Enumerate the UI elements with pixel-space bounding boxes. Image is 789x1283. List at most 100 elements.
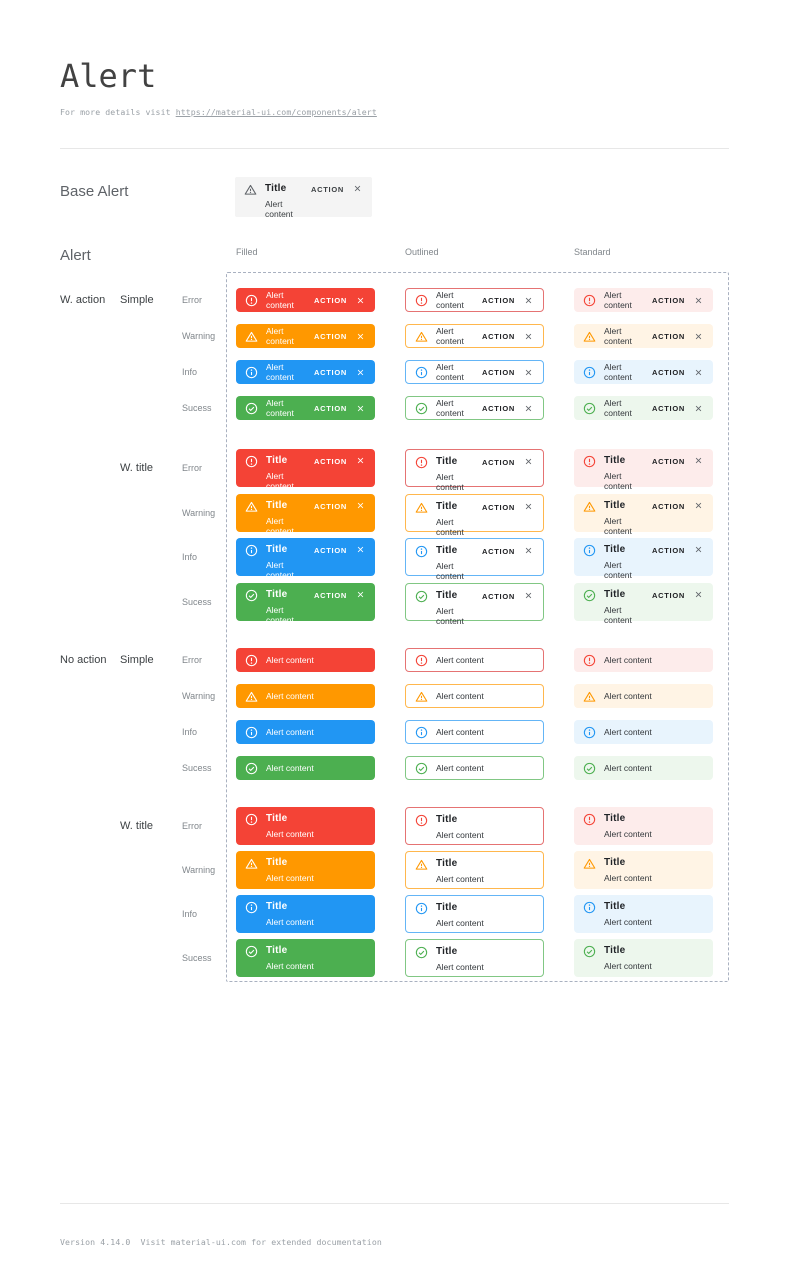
- warning-icon: [415, 858, 428, 871]
- action-button[interactable]: ACTION: [314, 591, 347, 600]
- error-icon: [583, 455, 596, 468]
- close-button[interactable]: [524, 457, 533, 466]
- action-button[interactable]: ACTION: [482, 295, 515, 305]
- action-button[interactable]: ACTION: [652, 295, 685, 305]
- action-button[interactable]: ACTION: [482, 547, 515, 556]
- action-button[interactable]: ACTION: [314, 331, 347, 341]
- action-button[interactable]: ACTION: [311, 185, 344, 194]
- docs-link[interactable]: https://material-ui.com/components/alert: [175, 107, 377, 117]
- warning-icon: [245, 690, 258, 703]
- action-button[interactable]: ACTION: [652, 367, 685, 377]
- alert-title: Title: [266, 901, 288, 912]
- close-button[interactable]: [524, 368, 533, 377]
- alert-title: Title: [436, 902, 458, 913]
- action-button[interactable]: ACTION: [314, 367, 347, 377]
- close-button[interactable]: [356, 368, 365, 377]
- close-button[interactable]: [356, 501, 365, 510]
- alert-body: Title Alert content: [266, 813, 365, 839]
- action-button[interactable]: ACTION: [314, 546, 347, 555]
- action-button[interactable]: ACTION: [482, 458, 515, 467]
- close-button[interactable]: [356, 590, 365, 599]
- close-button[interactable]: [694, 296, 703, 305]
- close-button[interactable]: [524, 296, 533, 305]
- action-button[interactable]: ACTION: [314, 403, 347, 413]
- close-button[interactable]: [356, 332, 365, 341]
- close-button[interactable]: [524, 591, 533, 600]
- action-button[interactable]: ACTION: [652, 331, 685, 341]
- alert-content: Alert content: [604, 398, 632, 418]
- close-button[interactable]: [694, 590, 703, 599]
- alert-outlined-warning-titled: Title Alert content: [405, 851, 544, 889]
- close-button[interactable]: [524, 404, 533, 413]
- alert-content: Alert content: [265, 199, 293, 219]
- warning-icon: [244, 183, 257, 196]
- error-icon: [415, 814, 428, 827]
- alert-grid-frame: [226, 272, 729, 982]
- action-button[interactable]: ACTION: [652, 457, 685, 466]
- alert-content: Alert content: [604, 691, 652, 701]
- action-button[interactable]: ACTION: [482, 592, 515, 601]
- close-button[interactable]: [694, 456, 703, 465]
- severity-label-warning-1: Warning: [182, 508, 216, 518]
- alert-title: Title: [266, 500, 288, 511]
- action-button[interactable]: ACTION: [482, 367, 515, 377]
- action-button[interactable]: ACTION: [314, 457, 347, 466]
- alert-body: Alert content: [604, 763, 703, 773]
- alert-content: Alert content: [604, 961, 652, 971]
- alert-outlined-warning-simple: Alert content ACTION: [405, 324, 544, 348]
- alert-body: Title Alert content: [436, 946, 533, 972]
- action-button[interactable]: ACTION: [652, 403, 685, 413]
- info-icon: [245, 726, 258, 739]
- alert-title: Title: [436, 545, 458, 556]
- action-button[interactable]: ACTION: [314, 295, 347, 305]
- close-button[interactable]: [694, 368, 703, 377]
- alert-content: Alert content: [266, 691, 314, 701]
- error-icon: [245, 813, 258, 826]
- base-alert-section-label: Base Alert: [60, 183, 129, 200]
- alert-title: Title: [604, 544, 626, 555]
- close-button[interactable]: [524, 546, 533, 555]
- alert-outlined-success-simple: Alert content ACTION: [405, 396, 544, 420]
- alert-standard-success-simple: Alert content: [574, 756, 713, 780]
- close-button[interactable]: [694, 545, 703, 554]
- alert-content: Alert content: [436, 326, 464, 346]
- action-button[interactable]: ACTION: [482, 403, 515, 413]
- action-button[interactable]: ACTION: [652, 546, 685, 555]
- close-button[interactable]: [353, 184, 362, 193]
- alert-standard-error-titled: Title Alert content ACTION: [574, 449, 713, 491]
- alert-standard-warning-simple: Alert content ACTION: [574, 324, 713, 348]
- group-label-w-action: W. action: [60, 294, 106, 306]
- alert-filled-info-titled: Title Alert content ACTION: [236, 538, 375, 580]
- close-button[interactable]: [356, 456, 365, 465]
- severity-label-error-2: Error: [182, 655, 202, 665]
- action-button[interactable]: ACTION: [652, 591, 685, 600]
- close-button[interactable]: [524, 332, 533, 341]
- alert-title: Title: [266, 455, 288, 466]
- action-button[interactable]: ACTION: [314, 502, 347, 511]
- action-button[interactable]: ACTION: [482, 503, 515, 512]
- severity-label-error-0: Error: [182, 295, 202, 305]
- close-button[interactable]: [694, 404, 703, 413]
- close-button[interactable]: [356, 296, 365, 305]
- close-button[interactable]: [694, 501, 703, 510]
- alert-content: Alert content: [436, 290, 464, 310]
- warning-icon: [415, 501, 428, 514]
- alert-title: Title: [604, 857, 626, 868]
- alert-content: Alert content: [436, 830, 484, 840]
- close-button[interactable]: [694, 332, 703, 341]
- close-button[interactable]: [356, 545, 365, 554]
- action-button[interactable]: ACTION: [482, 331, 515, 341]
- success-icon: [245, 402, 258, 415]
- close-button[interactable]: [524, 502, 533, 511]
- close-button[interactable]: [356, 404, 365, 413]
- action-button[interactable]: ACTION: [652, 502, 685, 511]
- alert-standard-info-simple: Alert content ACTION: [574, 360, 713, 384]
- alert-standard-warning-titled: Title Alert content: [574, 851, 713, 889]
- alert-content: Alert content: [604, 290, 632, 310]
- success-icon: [583, 402, 596, 415]
- alert-body: Title Alert content: [604, 589, 644, 625]
- alert-body: Alert content: [436, 398, 474, 418]
- alert-body: Title Alert content: [436, 814, 533, 840]
- alert-content: Alert content: [604, 763, 652, 773]
- alert-content: Alert content: [436, 763, 484, 773]
